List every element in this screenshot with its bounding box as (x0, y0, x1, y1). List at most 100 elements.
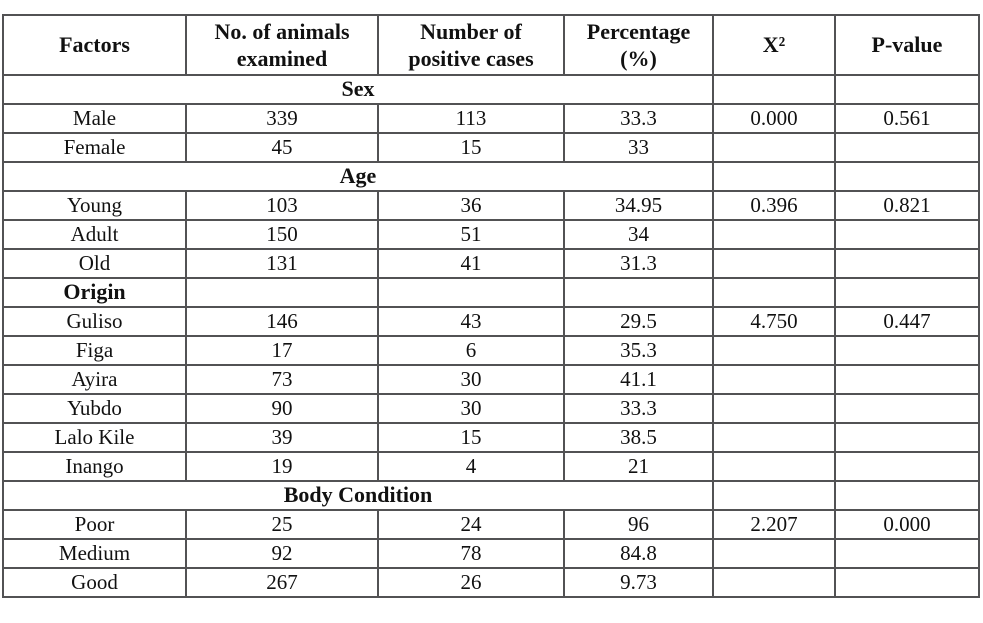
value-cell: 15 (377, 422, 565, 453)
value-cell: 90 (185, 393, 379, 424)
value-cell: 9.73 (563, 567, 714, 598)
value-cell: 26 (377, 567, 565, 598)
table-row: Lalo Kile 39 15 38.5 (2, 422, 980, 453)
table-row: Medium 92 78 84.8 (2, 538, 980, 569)
value-cell: 131 (185, 248, 379, 279)
value-cell: 39 (185, 422, 379, 453)
value-cell: 267 (185, 567, 379, 598)
value-cell (834, 422, 980, 453)
value-cell (712, 132, 836, 163)
value-cell (834, 335, 980, 366)
table-row: Ayira 73 30 41.1 (2, 364, 980, 395)
table-row: Poor 25 24 96 2.207 0.000 (2, 509, 980, 540)
table-row: Good 267 26 9.73 (2, 567, 980, 598)
value-cell: 51 (377, 219, 565, 250)
header-row: Factors No. of animals examined Number of … (2, 14, 980, 76)
empty-cell (712, 74, 836, 105)
value-cell: 103 (185, 190, 379, 221)
table-row: Male 339 113 33.3 0.000 0.561 (2, 103, 980, 134)
value-cell: 19 (185, 451, 379, 482)
table-row: Old 131 41 31.3 (2, 248, 980, 279)
row-label-cell: Poor (2, 509, 187, 540)
value-cell: 96 (563, 509, 714, 540)
value-cell (834, 132, 980, 163)
row-label-cell: Male (2, 103, 187, 134)
value-cell (834, 393, 980, 424)
value-cell: 33 (563, 132, 714, 163)
empty-cell (834, 480, 980, 511)
value-cell (712, 364, 836, 395)
column-header: P-value (834, 14, 980, 76)
column-header: X² (712, 14, 836, 76)
value-cell: 113 (377, 103, 565, 134)
table-row: Inango 19 4 21 (2, 451, 980, 482)
column-header: No. of animals examined (185, 14, 379, 76)
value-cell (712, 538, 836, 569)
value-cell: 4 (377, 451, 565, 482)
empty-cell (834, 74, 980, 105)
row-label-cell: Inango (2, 451, 187, 482)
section-row: Origin (2, 277, 980, 308)
row-label-cell: Female (2, 132, 187, 163)
empty-cell (712, 480, 836, 511)
value-cell: 0.561 (834, 103, 980, 134)
row-label-cell: Yubdo (2, 393, 187, 424)
section-row: Sex (2, 74, 980, 105)
row-label-cell: Medium (2, 538, 187, 569)
value-cell: 35.3 (563, 335, 714, 366)
value-cell: 150 (185, 219, 379, 250)
value-cell: 43 (377, 306, 565, 337)
value-cell: 78 (377, 538, 565, 569)
table-row: Young 103 36 34.95 0.396 0.821 (2, 190, 980, 221)
section-label: Sex (2, 74, 714, 105)
value-cell (834, 219, 980, 250)
column-header: Percentage (%) (563, 14, 714, 76)
empty-cell (377, 277, 565, 308)
value-cell: 30 (377, 393, 565, 424)
section-label: Age (2, 161, 714, 192)
value-cell: 339 (185, 103, 379, 134)
value-cell (712, 393, 836, 424)
table-row: Adult 150 51 34 (2, 219, 980, 250)
value-cell: 0.000 (834, 509, 980, 540)
value-cell: 31.3 (563, 248, 714, 279)
section-label: Body Condition (2, 480, 714, 511)
value-cell: 38.5 (563, 422, 714, 453)
section-row: Age (2, 161, 980, 192)
table-row: Yubdo 90 30 33.3 (2, 393, 980, 424)
value-cell: 30 (377, 364, 565, 395)
value-cell: 4.750 (712, 306, 836, 337)
value-cell (712, 567, 836, 598)
empty-cell (563, 277, 714, 308)
table-body: Sex Male 339 113 33.3 0.000 0.561 Female 45 15 33 A… (2, 74, 980, 598)
table-row: Female 45 15 33 (2, 132, 980, 163)
value-cell: 25 (185, 509, 379, 540)
column-header: Number of positive cases (377, 14, 565, 76)
value-cell: 146 (185, 306, 379, 337)
table-row: Figa 17 6 35.3 (2, 335, 980, 366)
table-row: Guliso 146 43 29.5 4.750 0.447 (2, 306, 980, 337)
value-cell: 29.5 (563, 306, 714, 337)
value-cell (834, 248, 980, 279)
value-cell: 17 (185, 335, 379, 366)
value-cell: 15 (377, 132, 565, 163)
value-cell (834, 538, 980, 569)
row-label-cell: Old (2, 248, 187, 279)
row-label-cell: Good (2, 567, 187, 598)
value-cell (712, 451, 836, 482)
empty-cell (834, 277, 980, 308)
value-cell: 34.95 (563, 190, 714, 221)
value-cell: 24 (377, 509, 565, 540)
value-cell: 2.207 (712, 509, 836, 540)
row-label-cell: Young (2, 190, 187, 221)
value-cell: 41 (377, 248, 565, 279)
value-cell: 33.3 (563, 393, 714, 424)
empty-cell (834, 161, 980, 192)
value-cell (834, 567, 980, 598)
empty-cell (712, 277, 836, 308)
row-label-cell: Ayira (2, 364, 187, 395)
row-label-cell: Adult (2, 219, 187, 250)
section-label: Origin (2, 277, 187, 308)
value-cell: 92 (185, 538, 379, 569)
